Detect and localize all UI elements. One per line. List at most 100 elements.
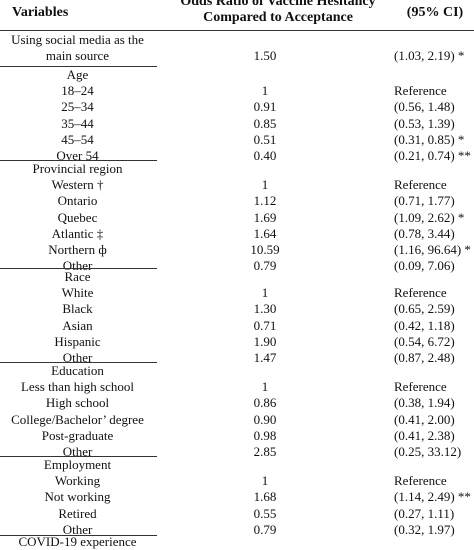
table-row: Asian 0.71 (0.42, 1.18) [0,318,474,334]
row-label: Asian [62,317,93,333]
ci-value: (0.31, 0.85) * [394,131,465,147]
ci-value: Reference [394,379,447,395]
table-row: Using social media as the [0,32,474,48]
row-label: Black [62,301,93,317]
table-row: 25–34 0.91 (0.56, 1.48) [0,99,474,115]
odds-ratio-value: 1 [261,177,269,193]
section-title: Provincial region [32,161,123,176]
row-label: 18–24 [61,83,94,99]
ci-value: (0.65, 2.59) [394,301,455,317]
table-row: Less than high school 1 Reference [0,379,474,395]
table-row: Retired 0.55 (0.27, 1.11) [0,506,474,522]
table-row: Other 2.85 (0.25, 33.12) [0,444,474,460]
table-row: Hispanic 1.90 (0.54, 6.72) [0,334,474,350]
row-label: 35–44 [61,115,94,131]
row-label: main source [45,48,110,64]
ci-value: (0.32, 1.97) [394,521,455,537]
row-label: Other [62,349,93,365]
table-row: Race [0,269,474,285]
ci-value: (0.41, 2.38) [394,427,455,443]
row-label: Retired [58,505,97,521]
age-rows: 18–24 1 Reference 25–34 0.91 (0.56, 1.48… [0,83,474,164]
ci-value: (0.41, 2.00) [394,411,455,427]
section-rule [0,535,157,536]
table-row: Post-graduate 0.98 (0.41, 2.38) [0,428,474,444]
row-label: Other [62,443,93,459]
section-race: Race White 1 Reference Black 1.30 (0.65,… [0,269,474,366]
odds-ratio-value: 2.85 [253,443,277,459]
odds-ratio-value: 1.69 [253,209,277,225]
ci-value: (0.78, 3.44) [394,225,455,241]
odds-ratio-value: 0.86 [253,395,277,411]
table-row: Northern ф 10.59 (1.16, 96.64) * [0,242,474,258]
row-label: Over 54 [56,147,99,163]
section-title: Education [51,363,104,378]
section-rule [0,160,157,161]
row-label: Quebec [57,209,98,225]
odds-ratio-value: 0.79 [253,521,277,537]
table-row: Western † 1 Reference [0,177,474,193]
section-provincial-region: Provincial region Western † 1 Reference … [0,161,474,274]
section-age: Age 18–24 1 Reference 25–34 0.91 (0.56, … [0,67,474,164]
row-label: 45–54 [61,131,94,147]
odds-ratio-value: 0.85 [253,115,277,131]
header-odds-ratio: Odds Ratio of Vaccine Hesitancy Compared… [168,0,388,26]
table-row: Working 1 Reference [0,473,474,489]
table-row: Education [0,363,474,379]
table-row: main source 1.50 (1.03, 2.19) * [0,48,474,64]
row-label: Northern ф [48,241,107,257]
section-covid-experience: COVID-19 experience [0,534,474,550]
header-odds-ratio-line2: Compared to Acceptance [203,10,353,25]
ci-value: (0.54, 6.72) [394,333,455,349]
section-employment: Employment Working 1 Reference Not worki… [0,457,474,538]
section-title: COVID-19 experience [18,534,137,549]
table-row: Quebec 1.69 (1.09, 2.62) * [0,210,474,226]
section-education: Education Less than high school 1 Refere… [0,363,474,460]
odds-ratio-value: 1.68 [253,489,277,505]
table-row: 18–24 1 Reference [0,83,474,99]
ci-value: (1.14, 2.49) ** [394,489,471,505]
ci-value: (0.42, 1.18) [394,317,455,333]
odds-ratio-value: 1.12 [253,193,277,209]
odds-ratio-value: 1.90 [253,333,277,349]
row-label: Other [62,258,93,274]
ci-value: (1.03, 2.19) * [394,48,465,64]
ci-value: (1.09, 2.62) * [394,209,465,225]
odds-ratio-value: 1 [261,379,269,395]
table-header: Variables Odds Ratio of Vaccine Hesitanc… [0,0,474,42]
ci-value: Reference [394,285,447,301]
ci-value: (0.56, 1.48) [394,99,455,115]
table-row: Other 0.79 (0.32, 1.97) [0,522,474,538]
table-row: Atlantic ‡ 1.64 (0.78, 3.44) [0,226,474,242]
ci-value: (0.09, 7.06) [394,258,455,274]
section-rule [0,456,157,457]
table-row: College/Bachelor’ degree 0.90 (0.41, 2.0… [0,412,474,428]
row-label: Ontario [57,193,98,209]
table-row: 45–54 0.51 (0.31, 0.85) * [0,132,474,148]
header-ci: (95% CI) [406,5,464,20]
ci-value: (0.87, 2.48) [394,349,455,365]
odds-ratio-value: 0.71 [253,317,277,333]
table-row: Over 54 0.40 (0.21, 0.74) ** [0,148,474,164]
table-row: COVID-19 experience [0,534,474,550]
header-rule [0,30,474,31]
odds-ratio-value: 0.79 [253,258,277,274]
odds-ratio-value: 0.40 [253,147,277,163]
odds-ratio-value: 0.55 [253,505,277,521]
odds-ratio-value: 1 [261,83,269,99]
row-label: College/Bachelor’ degree [11,411,144,427]
odds-ratio-value: 0.98 [253,427,277,443]
odds-ratio-value: 1 [261,473,269,489]
odds-ratio-value: 0.91 [253,99,277,115]
header-odds-ratio-line1: Odds Ratio of Vaccine Hesitancy [180,0,376,9]
odds-ratio-value: 0.51 [253,131,277,147]
row-label: Post-graduate [41,427,114,443]
odds-ratio-value: 0.90 [253,411,277,427]
section-title: Age [66,67,89,82]
table-row: Other 0.79 (0.09, 7.06) [0,258,474,274]
section-rule [0,362,157,363]
table-row: Not working 1.68 (1.14, 2.49) ** [0,489,474,505]
table-row: Provincial region [0,161,474,177]
odds-ratio-value: 10.59 [250,241,280,257]
